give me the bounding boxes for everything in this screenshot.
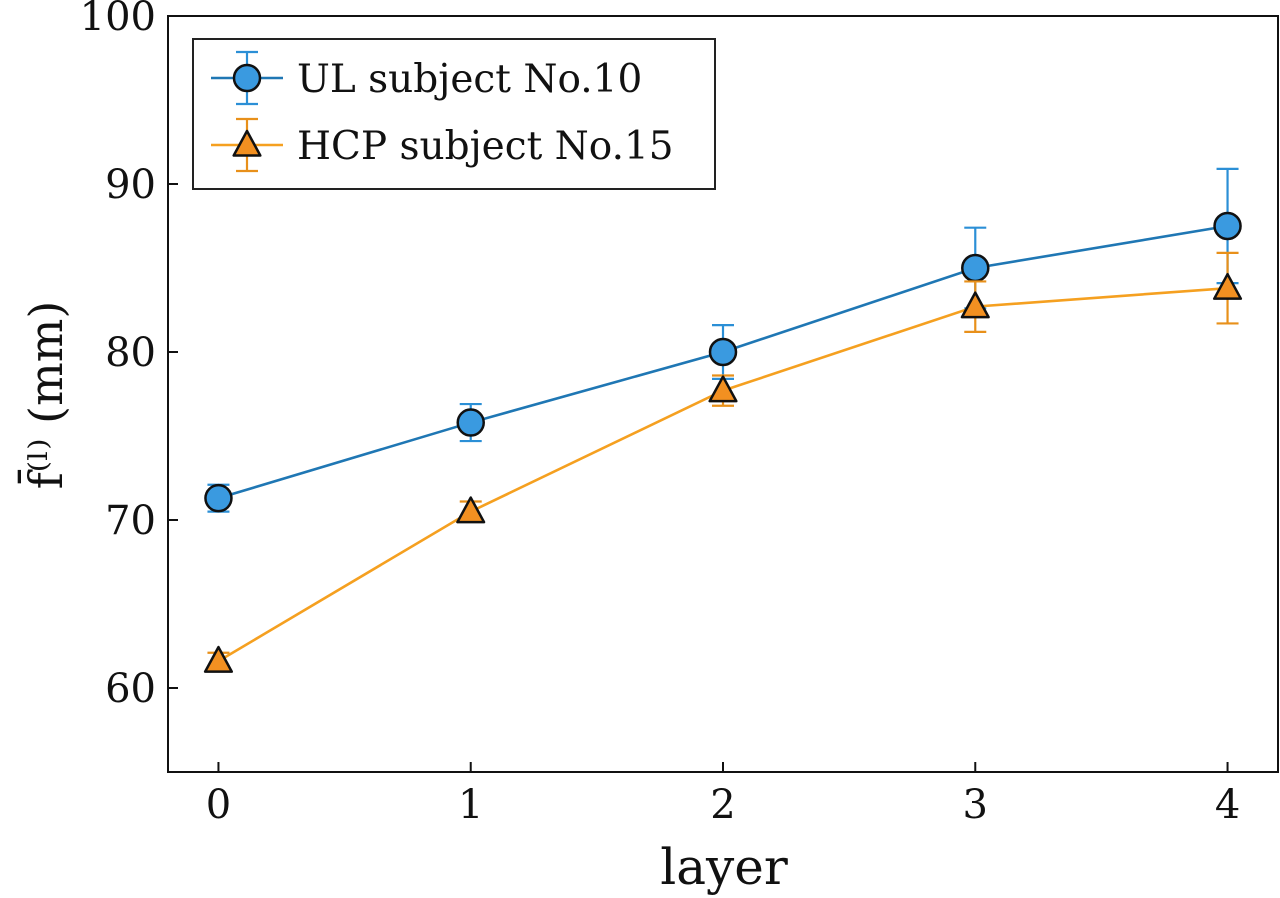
- data-point: [456, 408, 485, 437]
- data-point: [708, 375, 738, 403]
- data-point: [203, 645, 234, 673]
- legend-label: UL subject No.10: [297, 57, 642, 102]
- y-tick-label: 90: [105, 162, 156, 208]
- axes-layer: 0 1 2 3 4 60 70 80 90 100: [80, 0, 1279, 828]
- x-tick-label: 2: [710, 782, 735, 828]
- y-tick-label: 60: [105, 666, 156, 712]
- plot-layer: [203, 167, 1243, 673]
- data-point: [1213, 211, 1242, 241]
- legend-label: HCP subject No.15: [297, 124, 674, 169]
- x-tick-label: 4: [1215, 782, 1240, 828]
- legend-box: [192, 38, 716, 190]
- series-1: [204, 167, 1242, 513]
- y-tick-label: 100: [80, 0, 156, 40]
- legend: UL subject No.10 HCP subject No.15: [192, 38, 716, 190]
- x-axis-label: layer: [660, 838, 788, 896]
- data-point: [960, 291, 990, 319]
- legend-marker: [232, 63, 262, 93]
- y-tick-label: 70: [105, 498, 156, 544]
- data-point: [204, 483, 233, 513]
- series-2: [203, 251, 1243, 673]
- data-point: [456, 496, 486, 524]
- x-tick-label: 3: [963, 782, 988, 828]
- y-axis-label: f̄⁽ˡ⁾ (mm): [16, 301, 73, 490]
- x-tick-label: 0: [206, 782, 231, 828]
- data-point: [708, 337, 738, 367]
- x-tick-label: 1: [458, 782, 483, 828]
- data-point: [1212, 272, 1243, 300]
- legend-marker: [232, 129, 262, 157]
- data-point: [961, 253, 990, 283]
- y-tick-label: 80: [105, 330, 156, 376]
